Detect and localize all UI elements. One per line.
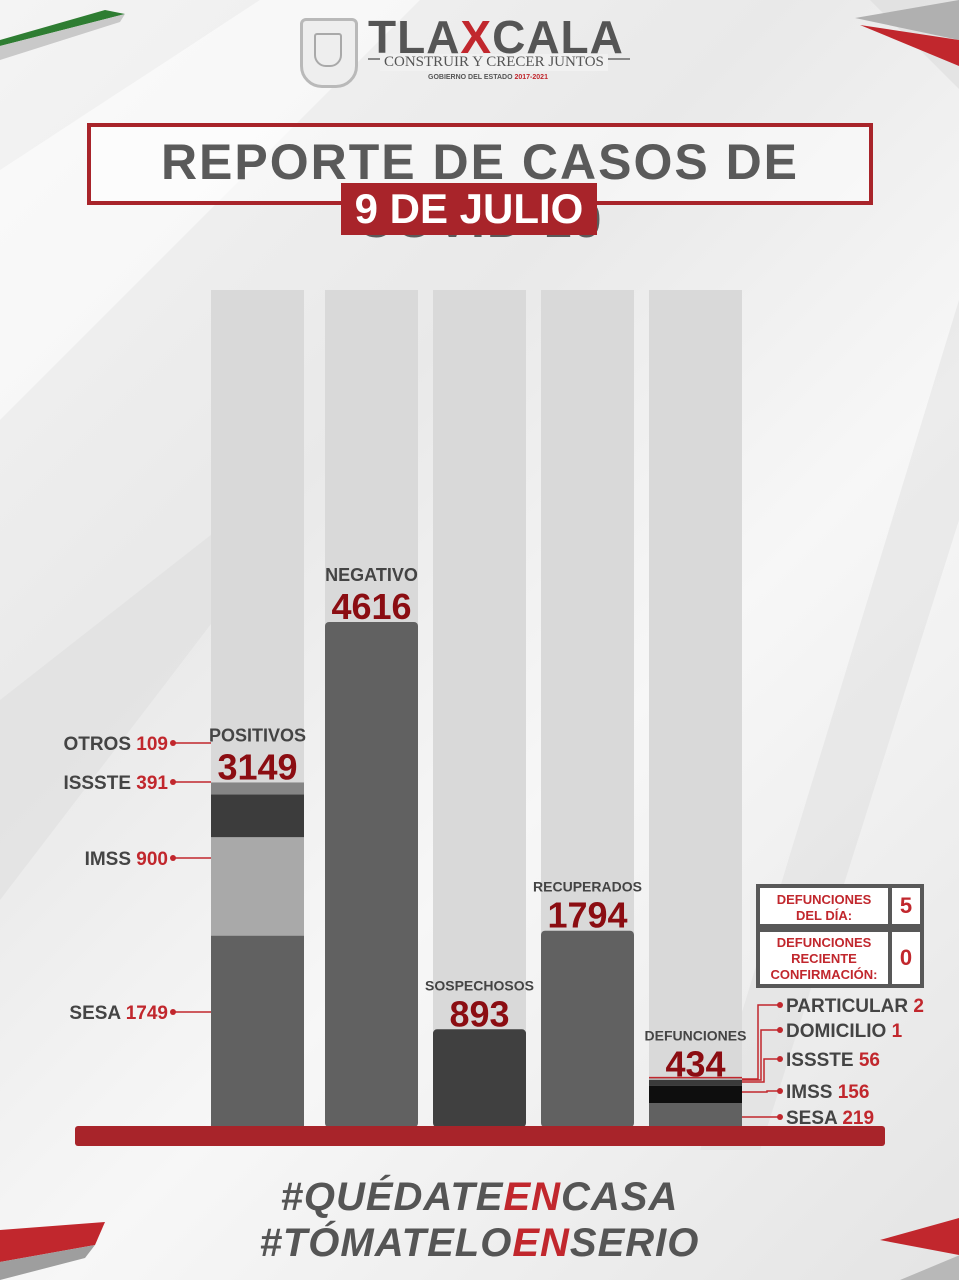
defunciones-dot-sesa (777, 1114, 783, 1120)
defunciones-leader-particular (742, 1004, 778, 1080)
deaths-today-value: 5 (899, 893, 913, 918)
deaths-recent-label-2: RECIENTE (791, 951, 857, 966)
tlaxcala-logo: TLAXCALA CONSTRUIR Y CRECER JUNTOS GOBIE… (296, 11, 646, 88)
positivos-dot-issste (170, 779, 176, 785)
bar-value-defunciones: 434 (665, 1044, 725, 1085)
defunciones-leader-domicilio (742, 1029, 778, 1081)
deaths-today-label-2: DEL DÍA: (795, 908, 853, 923)
brand-motto: CONSTRUIR Y CRECER JUNTOS (380, 54, 608, 71)
deaths-today-box: DEFUNCIONES DEL DÍA: 5 (756, 884, 924, 928)
bar-track-defunciones (649, 290, 742, 1127)
defunciones-annotation-imss: IMSS 156 (786, 1082, 869, 1103)
bar-label-positivos: POSITIVOS (209, 725, 306, 745)
positivos-annotation-otros: OTROS 109 (63, 734, 168, 755)
deaths-recent-value: 0 (899, 945, 913, 970)
bar-label-defunciones: DEFUNCIONES (645, 1028, 747, 1044)
bar-value-positivos: 3149 (217, 746, 297, 787)
report-date-box: 9 DE JULIO (341, 183, 597, 235)
bar-defunciones-segment-particular (649, 1076, 742, 1079)
defunciones-dot-domicilio (777, 1027, 783, 1033)
positivos-dot-otros (170, 740, 176, 746)
positivos-annotation-issste: ISSSTE 391 (63, 773, 168, 794)
defunciones-annotation-issste: ISSSTE 56 (786, 1050, 880, 1071)
bar-track-sospechosos (433, 290, 526, 1127)
deaths-recent-label-1: DEFUNCIONES (776, 935, 872, 950)
hashtag-stay-home: #QUÉDATEENCASA (280, 1175, 679, 1219)
chart-baseline (75, 1126, 885, 1146)
positivos-annotation-imss: IMSS 900 (85, 849, 168, 870)
defunciones-dot-imss (777, 1088, 783, 1094)
bar-defunciones-segment-domicilio (649, 1078, 742, 1080)
coat-of-arms-icon (300, 18, 358, 88)
defunciones-leader-imss (742, 1090, 778, 1093)
defunciones-leader-issste (742, 1058, 778, 1083)
bar-positivos-segment-sesa (211, 935, 304, 1127)
bar-value-negativo: 4616 (331, 586, 411, 627)
bar-sospechosos (433, 1029, 526, 1127)
deaths-recent-label-3: CONFIRMACIÓN: (770, 967, 878, 982)
deaths-recent-separator (888, 932, 892, 984)
deaths-today-label-1: DEFUNCIONES (776, 892, 872, 907)
bar-label-recuperados: RECUPERADOS (533, 879, 642, 895)
defunciones-dot-particular (777, 1002, 783, 1008)
bar-recuperados (541, 930, 634, 1127)
bar-defunciones-segment-imss (649, 1085, 742, 1104)
bar-label-negativo: NEGATIVO (325, 565, 418, 585)
bar-positivos-segment-imss (211, 837, 304, 936)
positivos-annotation-sesa: SESA 1749 (69, 1003, 168, 1024)
defunciones-dot-issste (777, 1056, 783, 1062)
defunciones-annotation-particular: PARTICULAR 2 (786, 996, 924, 1017)
bar-negativo (325, 621, 418, 1127)
defunciones-annotation-sesa: SESA 219 (786, 1108, 874, 1129)
defunciones-annotation-domicilio: DOMICILIO 1 (786, 1021, 903, 1042)
positivos-dot-sesa (170, 1009, 176, 1015)
positivos-dot-imss (170, 855, 176, 861)
bar-positivos-segment-issste (211, 794, 304, 838)
bar-defunciones-segment-issste (649, 1079, 742, 1086)
deaths-today-separator (888, 888, 892, 924)
bar-positivos-segment-otros (211, 782, 304, 795)
report-date: 9 DE JULIO (354, 185, 584, 232)
bar-value-sospechosos: 893 (449, 993, 509, 1034)
bar-defunciones-segment-sesa (649, 1103, 742, 1127)
hashtag-take-seriously: #TÓMATELOENSERIO (259, 1221, 700, 1265)
deaths-recent-box: DEFUNCIONES RECIENTE CONFIRMACIÓN: 0 (756, 928, 924, 988)
government-label: GOBIERNO DEL ESTADO 2017-2021 (428, 74, 548, 81)
bar-value-recuperados: 1794 (547, 895, 627, 936)
bar-label-sospechosos: SOSPECHOSOS (425, 977, 534, 993)
